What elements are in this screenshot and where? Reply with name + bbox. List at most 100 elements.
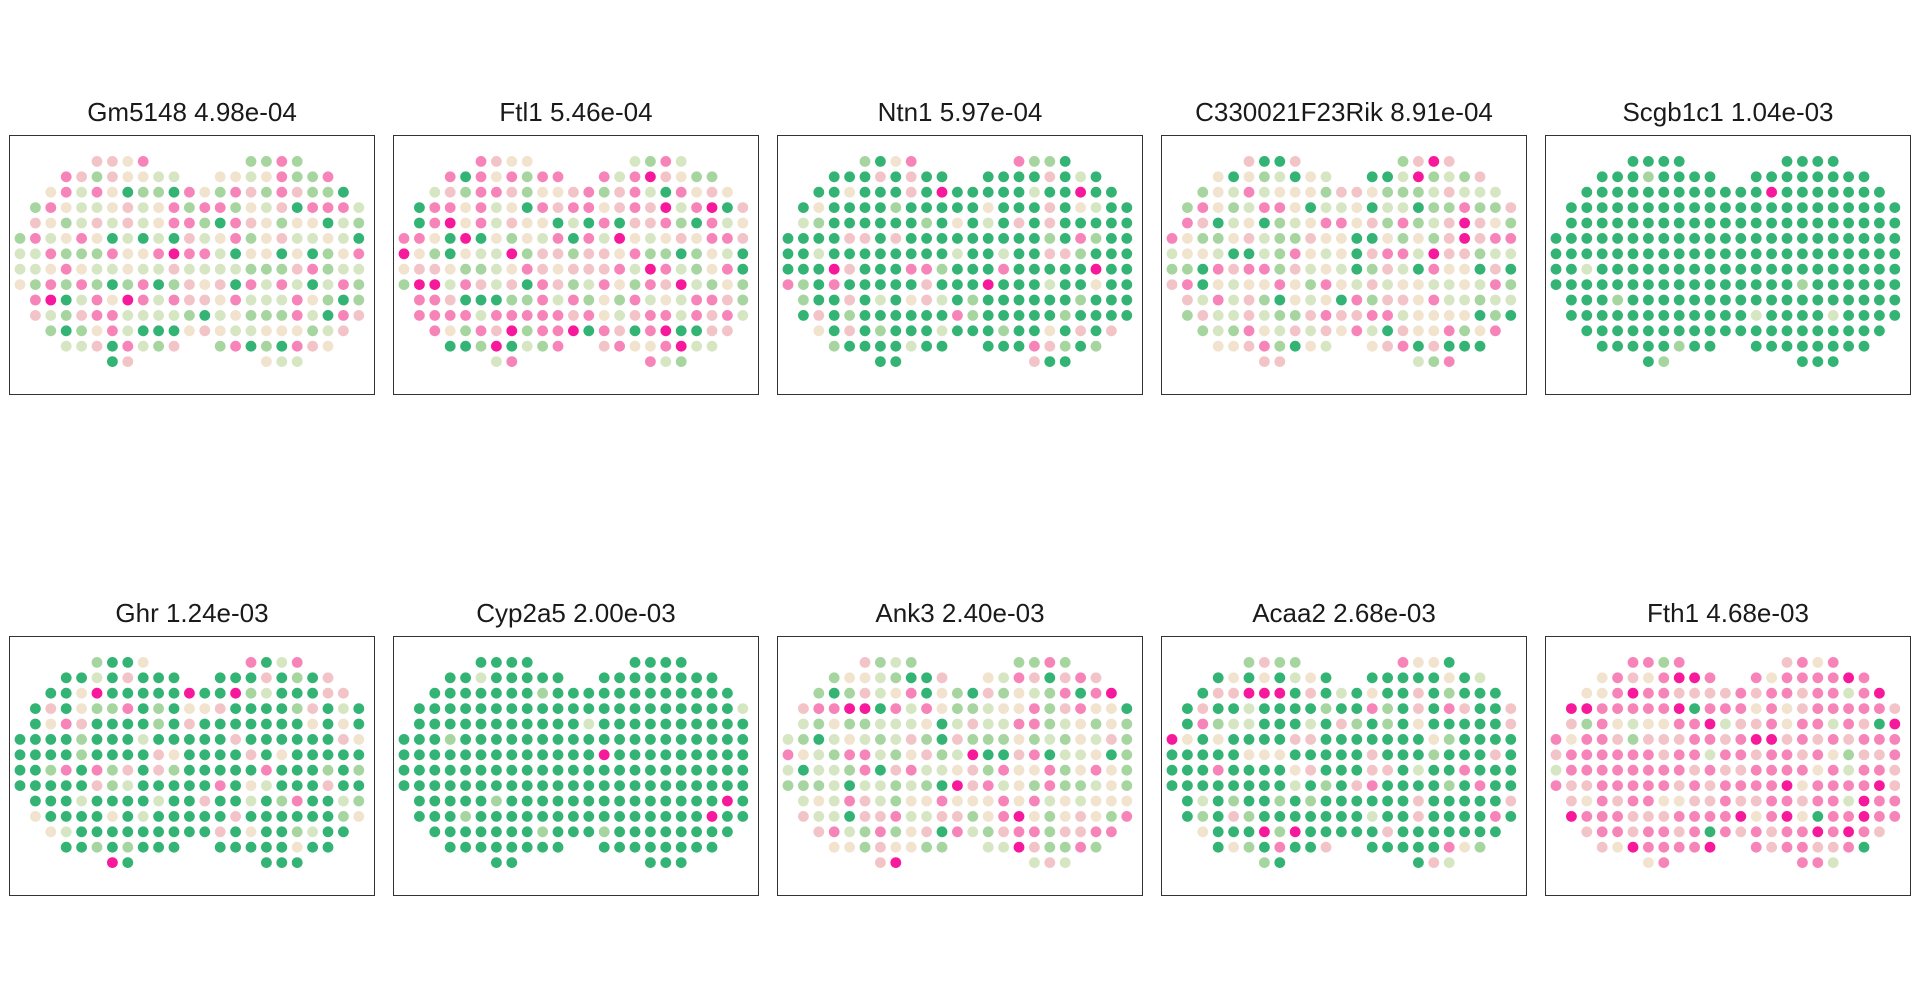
spot-41 (1459, 687, 1470, 699)
spot-65 (353, 703, 365, 714)
spot-79 (1382, 718, 1393, 730)
spot-9 (1228, 672, 1239, 684)
spot-186 (506, 294, 518, 306)
spot-160 (444, 279, 456, 290)
spot-25 (444, 687, 456, 699)
spot-222 (722, 811, 733, 822)
spot-263 (1812, 857, 1824, 868)
spot-235 (982, 325, 994, 337)
spot-142 (521, 263, 533, 275)
spot-184 (1243, 294, 1255, 306)
spot-251 (168, 841, 180, 853)
spot-232 (1320, 325, 1332, 337)
spot-236 (1382, 325, 1393, 337)
spot-51 (1673, 703, 1685, 714)
spot-56 (1750, 703, 1762, 714)
spot-123 (1351, 248, 1363, 260)
spot-231 (1305, 325, 1316, 337)
spot-244 (444, 340, 456, 352)
spot-69 (1612, 718, 1623, 730)
spot-82 (1428, 217, 1440, 229)
spot-263 (1044, 857, 1056, 868)
spot-134 (14, 263, 26, 275)
spot-203 (813, 310, 825, 321)
spot-190 (184, 795, 195, 807)
spot-198 (1843, 795, 1854, 807)
spot-208 (1274, 811, 1286, 822)
spot-174 (1044, 279, 1056, 290)
spot-15 (168, 171, 180, 183)
spot-217 (261, 811, 272, 822)
spot-86 (1490, 217, 1501, 229)
spot-207 (875, 811, 886, 822)
spot-234 (199, 325, 211, 337)
spot-171 (998, 780, 1009, 791)
spot-90 (1197, 734, 1209, 745)
spot-233 (1336, 325, 1347, 337)
spot-65 (1121, 202, 1133, 213)
spot-213 (1735, 811, 1747, 822)
spot-67 (429, 718, 441, 730)
spot-163 (1259, 279, 1270, 290)
spot-240 (1443, 325, 1455, 337)
spot-156 (1121, 764, 1133, 776)
spot-199 (1090, 294, 1102, 306)
spot-plot (782, 156, 1133, 367)
spot-250 (1305, 340, 1316, 352)
spot-104 (1413, 233, 1424, 244)
spot-8 (828, 672, 840, 684)
spot-251 (552, 340, 564, 352)
spot-34 (199, 687, 211, 699)
spot-253 (614, 841, 625, 853)
spot-200 (722, 294, 733, 306)
spot-198 (691, 795, 702, 807)
spot-209 (905, 811, 917, 822)
spot-154 (706, 263, 718, 275)
spot-179 (353, 279, 365, 290)
spot-84 (1075, 217, 1086, 229)
spot-218 (660, 811, 672, 822)
spot-11 (491, 672, 502, 684)
spot-83 (291, 217, 303, 229)
spot-21 (1827, 171, 1839, 183)
spot-180 (30, 795, 41, 807)
spot-33 (568, 186, 579, 198)
plot-area (393, 135, 759, 395)
spot-208 (122, 310, 134, 321)
spot-46 (1212, 703, 1224, 714)
spot-156 (1505, 764, 1517, 776)
spot-238 (1029, 826, 1040, 838)
spot-258 (1459, 340, 1470, 352)
spot-225 (60, 325, 72, 337)
spot-173 (1413, 780, 1424, 791)
spot-122 (952, 248, 963, 260)
spot-91 (1212, 734, 1224, 745)
spot-153 (1459, 263, 1470, 275)
spot-129 (291, 749, 303, 761)
spot-144 (1704, 263, 1716, 275)
spot-97 (537, 734, 548, 745)
spot-1 (107, 156, 118, 167)
spot-47 (460, 703, 471, 714)
spot-254 (1397, 841, 1409, 853)
panel-title: Ghr 1.24e-03 (115, 598, 269, 628)
spot-162 (475, 279, 487, 290)
spot-1 (491, 657, 502, 668)
spot-205 (1228, 811, 1239, 822)
spot-258 (1459, 841, 1470, 853)
spot-60 (276, 202, 288, 213)
spot-90 (429, 233, 441, 244)
spot-39 (660, 186, 672, 198)
spot-24 (1197, 186, 1209, 198)
spot-171 (1766, 780, 1777, 791)
spot-262 (1413, 857, 1424, 868)
spot-44 (798, 703, 809, 714)
spot-247 (107, 340, 118, 352)
spot-2 (890, 156, 902, 167)
spot-183 (1228, 795, 1239, 807)
spot-97 (537, 233, 548, 244)
spot-201 (737, 795, 749, 807)
spot-118 (1274, 248, 1286, 260)
spot-116 (1627, 749, 1639, 761)
spot-84 (1459, 217, 1470, 229)
